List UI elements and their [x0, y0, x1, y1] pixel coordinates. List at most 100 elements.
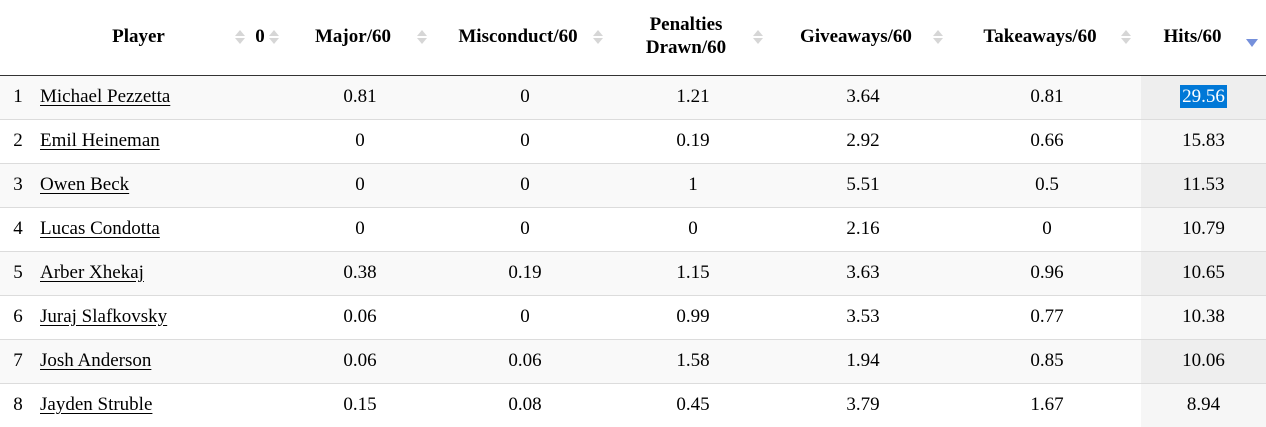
takeaways-cell: 0.85	[953, 338, 1141, 383]
player-link[interactable]: Josh Anderson	[40, 350, 152, 371]
table-row: 7 Josh Anderson 0.06 0.06 1.58 1.94 0.85 10.06	[0, 338, 1266, 383]
player-link[interactable]: Juraj Slafkovsky	[40, 306, 168, 327]
table-row: 4 Lucas Condotta 0 0 0 2.16 0 10.79	[0, 206, 1266, 251]
column-title-major: Major/60	[315, 25, 391, 47]
takeaways-cell: 0.5	[953, 162, 1141, 207]
misconduct-cell: 0.19	[437, 250, 613, 295]
misconduct-cell: 0	[437, 206, 613, 251]
penalties-drawn-cell: 0.19	[613, 118, 773, 163]
player-link[interactable]: Jayden Struble	[40, 394, 153, 416]
table-row: 2 Emil Heineman 0 0 0.19 2.92 0.66 15.83	[0, 118, 1266, 163]
table-row: 8 Jayden Struble 0.15 0.08 0.45 3.79 1.67 8.94	[0, 382, 1266, 427]
player-cell: Owen Beck	[36, 162, 255, 207]
major-cell: 0	[283, 162, 437, 207]
column-header-hits[interactable]: Hits/60	[1141, 0, 1266, 76]
giveaways-cell: 2.16	[773, 206, 953, 251]
penalties-drawn-cell: 1.21	[676, 86, 710, 107]
row-rank-cell: 3	[0, 162, 36, 207]
takeaways-cell: 0.96	[953, 250, 1141, 295]
hits-cell: 10.79	[1141, 206, 1266, 251]
takeaways-cell: 0	[953, 206, 1141, 251]
column-title-player: Player	[112, 25, 165, 47]
column-title-misconduct: Misconduct/60	[458, 25, 578, 47]
player-cell: Jayden Struble	[36, 382, 255, 427]
column-title-hits: Hits/60	[1163, 25, 1222, 47]
sort-both-icon	[235, 30, 245, 45]
player-link[interactable]: Arber Xhekaj	[40, 262, 144, 283]
misconduct-cell: 0	[437, 162, 613, 207]
row-rank-cell: 5	[0, 250, 36, 295]
player-link[interactable]: Michael Pezzetta	[40, 86, 171, 107]
hits-cell: 10.06	[1141, 338, 1266, 383]
giveaways-cell: 3.64	[846, 86, 880, 107]
zero-cell	[255, 382, 283, 427]
column-header-zero[interactable]: 0	[255, 0, 283, 76]
sort-both-icon	[933, 30, 943, 45]
major-cell: 0.38	[283, 250, 437, 295]
sort-both-icon	[593, 30, 603, 45]
zero-cell	[255, 250, 283, 295]
player-cell: Lucas Condotta	[36, 206, 255, 251]
major-cell: 0.06	[283, 338, 437, 383]
misconduct-cell: 0	[437, 118, 613, 163]
row-rank-cell: 8	[0, 382, 36, 427]
penalties-drawn-cell: 1.15	[613, 250, 773, 295]
hits-cell: 8.94	[1141, 382, 1266, 427]
penalties-drawn-cell: 1	[613, 162, 773, 207]
column-header-penalties-drawn[interactable]: Penalties Drawn/60	[613, 0, 773, 76]
column-title-zero: 0	[255, 25, 265, 47]
penalties-drawn-cell: 0	[613, 206, 773, 251]
giveaways-cell: 1.94	[773, 338, 953, 383]
table-header: Player 0 Major/60 Misconduct/60 Penaltie…	[0, 0, 1266, 76]
giveaways-cell: 3.79	[773, 382, 953, 427]
giveaways-cell: 3.63	[773, 250, 953, 295]
column-header-takeaways[interactable]: Takeaways/60	[953, 0, 1141, 76]
penalties-drawn-cell: 1.58	[613, 338, 773, 383]
player-cell: Juraj Slafkovsky	[36, 294, 255, 339]
zero-cell	[255, 118, 283, 163]
player-cell: Emil Heineman	[36, 118, 255, 163]
zero-cell	[255, 338, 283, 383]
player-link[interactable]: Lucas Condotta	[40, 218, 160, 239]
column-title-takeaways: Takeaways/60	[983, 25, 1097, 47]
player-cell: Michael Pezzetta	[36, 75, 255, 119]
player-link[interactable]: Owen Beck	[40, 174, 130, 195]
row-rank-cell: 2	[0, 118, 36, 163]
misconduct-cell: 0	[437, 294, 613, 339]
column-header-misconduct[interactable]: Misconduct/60	[437, 0, 613, 76]
takeaways-cell: 1.67	[953, 382, 1141, 427]
zero-cell	[255, 75, 283, 119]
sort-descending-icon	[1246, 39, 1258, 48]
hits-cell: 10.65	[1141, 250, 1266, 295]
takeaways-cell: 0.66	[953, 118, 1141, 163]
major-cell: 0	[283, 118, 437, 163]
giveaways-cell: 2.92	[773, 118, 953, 163]
table-row: 6 Juraj Slafkovsky 0.06 0 0.99 3.53 0.77 10.38	[0, 294, 1266, 339]
sort-both-icon	[753, 30, 763, 45]
table-row: 3 Owen Beck 0 0 1 5.51 0.5 11.53	[0, 162, 1266, 207]
penalties-drawn-cell: 0.45	[613, 382, 773, 427]
sort-both-icon	[1121, 30, 1131, 45]
column-header-player[interactable]: Player	[36, 0, 255, 76]
header-row: Player 0 Major/60 Misconduct/60 Penaltie…	[0, 0, 1266, 76]
column-header-giveaways[interactable]: Giveaways/60	[773, 0, 953, 76]
penalties-drawn-cell: 0.99	[613, 294, 773, 339]
major-cell: 0.81	[343, 86, 377, 107]
player-cell: Arber Xhekaj	[36, 250, 255, 295]
column-header-major[interactable]: Major/60	[283, 0, 437, 76]
row-rank-cell: 7	[0, 338, 36, 383]
sort-both-icon	[269, 30, 279, 45]
column-title-penalties-drawn: Penalties Drawn/60	[645, 14, 727, 59]
takeaways-cell: 0.81	[1030, 86, 1064, 107]
row-rank-cell: 4	[0, 206, 36, 251]
table-body: 1 Michael Pezzetta 0.81 0 1.21 3.64 0.81 29.56 2…	[0, 75, 1266, 427]
hits-cell: 11.53	[1141, 162, 1266, 207]
misconduct-cell: 0.06	[437, 338, 613, 383]
zero-cell	[255, 294, 283, 339]
zero-cell	[255, 206, 283, 251]
table-row: 5 Arber Xhekaj 0.38 0.19 1.15 3.63 0.96 10.65	[0, 250, 1266, 295]
misconduct-cell: 0	[520, 86, 530, 107]
column-title-giveaways: Giveaways/60	[800, 25, 912, 47]
player-link[interactable]: Emil Heineman	[40, 130, 160, 151]
